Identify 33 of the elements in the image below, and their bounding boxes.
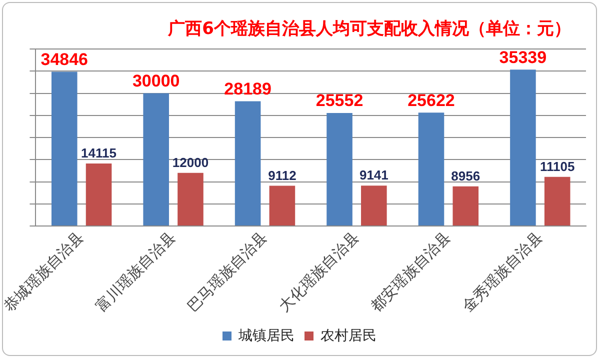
bar: [269, 186, 296, 226]
x-tick-label: 巴马瑶族自治县: [184, 228, 271, 316]
data-label: 30000: [132, 71, 180, 90]
data-label: 25622: [408, 90, 455, 110]
x-tick-label: 富川瑶族自治县: [92, 228, 179, 316]
x-tick-label: 大化瑶族自治县: [275, 228, 362, 316]
legend-label: 城镇居民: [238, 326, 294, 343]
bar: [51, 72, 78, 226]
data-label: 12000: [172, 154, 209, 170]
bar: [361, 186, 387, 226]
bar: [326, 112, 352, 226]
bar: [418, 112, 444, 226]
data-label: 11105: [540, 158, 575, 174]
bar: [510, 70, 536, 226]
data-label: 34846: [40, 50, 88, 69]
bar: [544, 176, 570, 226]
legend-label: 农村居民: [320, 326, 376, 343]
x-tick-label: 都安瑶族自治县: [367, 228, 454, 316]
data-label: 35339: [499, 48, 547, 67]
data-label: 28189: [224, 79, 272, 98]
chart-title: 广西6个瑶族自治县人均可支配收入情况（单位：元）: [166, 18, 572, 40]
bar: [178, 172, 204, 226]
bar: [86, 164, 112, 226]
data-label: 25552: [316, 91, 364, 110]
data-label: 8956: [451, 168, 480, 184]
bar: [143, 93, 169, 226]
data-label: 14115: [81, 146, 116, 161]
bar: [452, 186, 479, 226]
x-tick-label: 恭城瑶族自治县: [0, 228, 88, 316]
data-label: 9112: [268, 168, 296, 183]
x-tick-label: 金秀瑶族自治县: [458, 228, 546, 316]
bar: [234, 101, 261, 226]
data-label: 9141: [359, 168, 388, 183]
